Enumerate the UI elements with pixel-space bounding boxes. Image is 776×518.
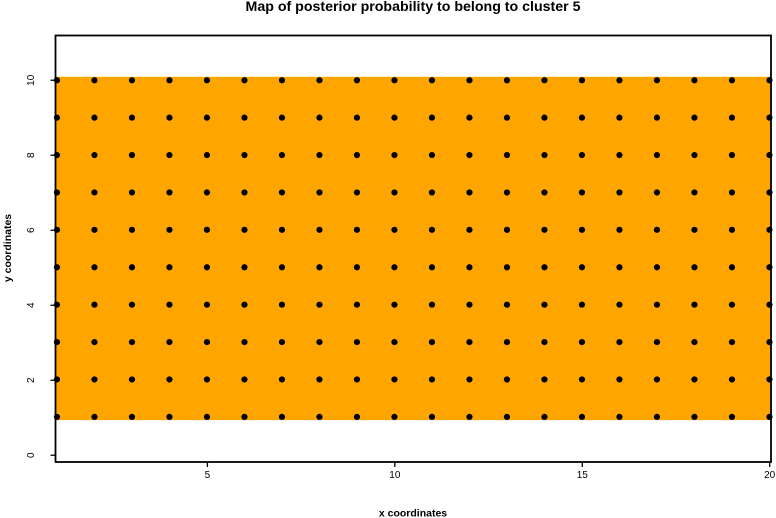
svg-text:8: 8 [26, 152, 37, 158]
svg-text:y coordinates: y coordinates [2, 214, 14, 282]
svg-text:Map of posterior probability t: Map of posterior probability to belong t… [246, 0, 581, 15]
svg-text:x coordinates: x coordinates [379, 508, 447, 518]
svg-text:10: 10 [26, 74, 37, 86]
svg-text:0: 0 [26, 452, 37, 458]
svg-text:5: 5 [205, 470, 211, 481]
svg-text:10: 10 [389, 470, 401, 481]
svg-text:2: 2 [26, 377, 37, 383]
svg-text:20: 20 [764, 470, 776, 481]
svg-text:4: 4 [26, 302, 37, 308]
svg-text:6: 6 [26, 227, 37, 233]
svg-text:15: 15 [577, 470, 589, 481]
